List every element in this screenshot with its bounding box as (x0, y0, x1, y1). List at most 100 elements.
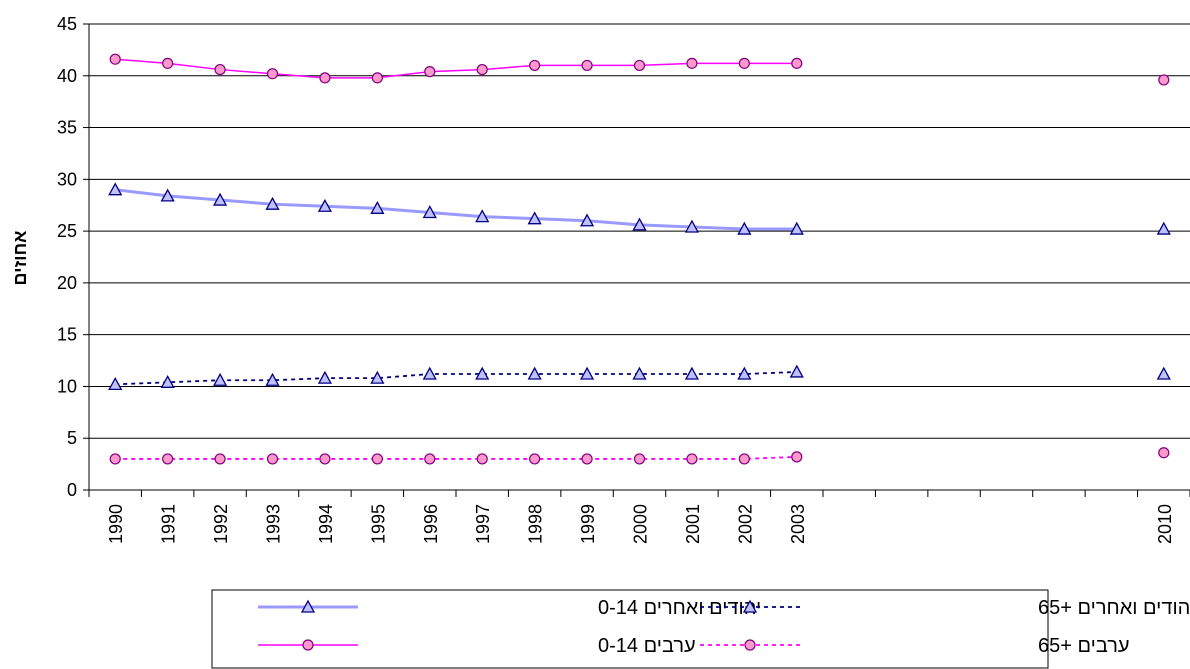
y-tick-label: 35 (57, 118, 77, 138)
y-tick-label: 0 (67, 480, 77, 500)
legend: יהודים ואחרים 0-14 יהודים ואחרים +65 ערבים… (211, 589, 1190, 669)
x-tick-label: 1992 (211, 504, 231, 544)
x-tick-label: 1998 (526, 504, 546, 544)
legend-label-3: ערבים +65 (1038, 635, 1130, 657)
tick-labels: 0 5 10 15 20 25 30 35 40 45 1990 1991 1992 1993 1994 19… (57, 14, 1175, 544)
data-point-s0 (212, 192, 228, 206)
y-tick-label: 25 (57, 221, 77, 241)
data-point-s3 (1158, 447, 1170, 459)
legend-marker-0 (300, 599, 316, 613)
data-point-s1 (370, 370, 385, 384)
data-point-s0 (737, 221, 752, 235)
data-point-s1 (475, 366, 490, 380)
data-point-s3 (214, 453, 226, 465)
data-point-s0 (579, 213, 595, 227)
legend-label-1: יהודים ואחרים +65 (1038, 597, 1190, 619)
data-point-s1 (579, 366, 595, 380)
x-tick-label: 1990 (106, 504, 126, 544)
data-point-s0 (789, 221, 804, 235)
series-line-0 (115, 188, 797, 231)
data-point-s3 (319, 453, 331, 465)
data-point-s3 (581, 453, 593, 465)
data-point-s1 (422, 366, 437, 380)
data-point-s3 (738, 453, 750, 465)
x-tick-label: 2002 (735, 504, 755, 544)
data-point-s2 (266, 68, 279, 80)
data-point-s2 (371, 72, 383, 84)
data-point-s3 (109, 453, 121, 465)
data-point-s2 (214, 63, 226, 76)
data-point-s1 (160, 374, 175, 388)
y-tick-label: 5 (67, 428, 77, 448)
x-tick-label: 1994 (316, 504, 336, 544)
x-tick-label: 1995 (368, 504, 388, 544)
data-point-s0 (422, 205, 437, 219)
gridlines (89, 23, 1190, 439)
data-point-s3 (791, 451, 803, 463)
data-point-s1 (1156, 366, 1171, 380)
legend-box (211, 589, 1049, 669)
x-tick-label: 2010 (1155, 504, 1175, 544)
x-tick-label: 1996 (421, 504, 441, 544)
legend-marker-1 (742, 599, 758, 613)
data-point-s0 (684, 219, 700, 233)
data-point-s2 (1158, 74, 1170, 86)
data-point-s0 (317, 198, 333, 212)
x-tick-label: 2001 (683, 504, 703, 544)
axes (83, 23, 1190, 497)
data-point-s2 (738, 57, 750, 69)
y-tick-label: 10 (57, 376, 77, 396)
y-axis-title: אחוזים (10, 231, 30, 286)
data-point-s0 (475, 209, 490, 223)
data-point-s2 (633, 59, 646, 72)
data-point-s3 (371, 453, 383, 465)
data-point-s0 (1156, 221, 1171, 235)
data-point-s2 (581, 59, 593, 72)
data-point-s1 (108, 377, 123, 391)
series-lines (115, 58, 797, 460)
series-line-3 (115, 455, 797, 460)
data-point-s1 (317, 370, 333, 384)
data-point-s1 (789, 364, 804, 378)
y-tick-label: 15 (57, 325, 77, 345)
data-point-s2 (162, 57, 174, 69)
series-line-1 (115, 371, 797, 386)
x-tick-label: 2003 (788, 504, 808, 544)
data-point-s3 (266, 453, 279, 465)
data-point-s2 (529, 59, 541, 72)
legend-marker-2 (302, 639, 314, 651)
y-tick-label: 20 (57, 273, 77, 293)
y-tick-label: 40 (57, 66, 77, 86)
legend-label-2: ערבים 0-14 (598, 635, 696, 657)
data-point-s0 (632, 217, 647, 231)
x-tick-label: 2000 (631, 504, 651, 544)
data-point-s0 (108, 182, 123, 196)
data-point-s1 (684, 366, 700, 380)
data-point-s0 (160, 188, 175, 202)
data-point-s3 (162, 453, 174, 465)
data-point-s1 (212, 372, 228, 386)
data-point-s1 (265, 372, 280, 386)
series-markers (108, 53, 1171, 465)
data-point-s2 (424, 66, 436, 78)
data-point-s0 (527, 211, 542, 225)
y-tick-label: 30 (57, 169, 77, 189)
data-point-s3 (686, 453, 698, 465)
data-point-s2 (476, 63, 488, 76)
x-tick-label: 1991 (159, 504, 179, 544)
data-point-s2 (319, 72, 331, 84)
data-point-s1 (737, 366, 752, 380)
data-point-s3 (633, 453, 646, 465)
data-point-s0 (265, 196, 280, 210)
data-point-s3 (476, 453, 488, 465)
data-point-s1 (527, 366, 542, 380)
x-tick-label: 1999 (578, 504, 598, 544)
data-point-s2 (686, 57, 698, 69)
series-line-2 (115, 58, 797, 79)
data-point-s2 (109, 53, 121, 65)
data-point-s0 (370, 200, 385, 214)
legend-marker-3 (744, 639, 756, 651)
x-tick-label: 1997 (473, 504, 493, 544)
data-point-s3 (424, 453, 436, 465)
legend-label-0: יהודים ואחרים 0-14 (598, 597, 761, 619)
